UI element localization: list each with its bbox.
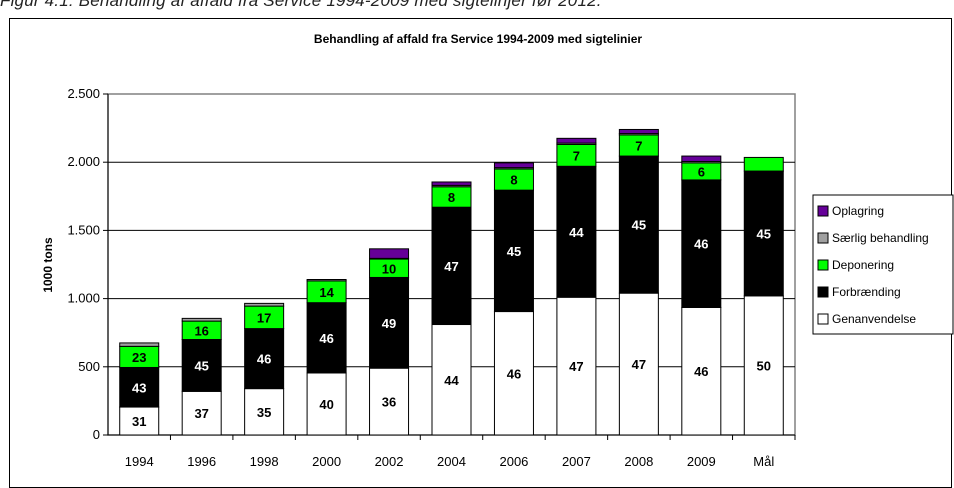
data-label: 46 — [257, 352, 271, 367]
data-label: 46 — [694, 237, 708, 252]
legend-label: Genanvendelse — [832, 312, 916, 326]
bar-oplagring — [493, 162, 534, 169]
y-tick-label: 1.500 — [67, 222, 100, 237]
data-label: 7 — [635, 138, 642, 153]
bar-forbr-nding — [556, 165, 597, 298]
legend: Oplagring Særlig behandling Deponering Forb… — [812, 194, 954, 335]
data-label: 43 — [132, 380, 146, 395]
x-tick-label: 2002 — [375, 454, 404, 469]
x-tick-label: 1996 — [187, 454, 216, 469]
data-label: 23 — [132, 350, 146, 365]
figure-caption: Figur 4.1: Behandling af affald fra Serv… — [0, 0, 602, 10]
legend-swatch — [817, 286, 829, 298]
data-label: 46 — [507, 366, 521, 381]
data-label: 50 — [757, 358, 771, 373]
data-label: 16 — [194, 323, 208, 338]
data-label: 6 — [698, 164, 705, 179]
bar-genanvendelse — [493, 311, 534, 436]
data-label: 46 — [694, 364, 708, 379]
bar-genanvendelse — [681, 306, 722, 436]
x-tick-label: 2004 — [437, 454, 466, 469]
data-label: 36 — [382, 395, 396, 410]
bar-deponering — [743, 156, 784, 172]
x-tick-label: 1998 — [250, 454, 279, 469]
data-label: 10 — [382, 261, 396, 276]
x-tick-label: 2008 — [624, 454, 653, 469]
data-label: 44 — [444, 373, 459, 388]
x-tick-label: 2007 — [562, 454, 591, 469]
data-label: 47 — [444, 259, 458, 274]
bar-forbr-nding — [743, 170, 784, 297]
data-label: 44 — [569, 225, 584, 240]
bar-s-rlig-behandling — [244, 302, 285, 307]
data-label: 37 — [194, 406, 208, 421]
legend-box — [812, 194, 954, 335]
bar-s-rlig-behandling — [181, 317, 222, 322]
bar-forbr-nding — [618, 155, 659, 294]
x-tick-label: 1994 — [125, 454, 154, 469]
bar-oplagring — [681, 155, 722, 163]
data-label: 46 — [319, 331, 333, 346]
chart-title: Behandling af affald fra Service 1994-20… — [314, 32, 642, 46]
data-label: 35 — [257, 405, 271, 420]
y-tick-label: 0 — [93, 427, 100, 442]
y-axis-label: 1000 tons — [41, 237, 55, 293]
data-label: 40 — [319, 397, 333, 412]
plot-area: 0 500 1.000 1.500 2.000 2.500 1994 31 43 23 1996 37… — [67, 86, 796, 469]
bar-genanvendelse — [244, 388, 285, 436]
x-tick-label: Mål — [753, 454, 774, 469]
bar-forbr-nding — [181, 339, 222, 392]
x-tick-label: 2009 — [687, 454, 716, 469]
bar-genanvendelse — [743, 295, 784, 436]
legend-label: Forbrænding — [832, 285, 901, 299]
bar-genanvendelse — [306, 372, 347, 436]
data-label: 8 — [448, 190, 455, 205]
x-tick-label: 2000 — [312, 454, 341, 469]
legend-swatch — [817, 259, 829, 271]
bar-oplagring — [431, 181, 472, 186]
bar-genanvendelse — [119, 406, 160, 436]
data-label: 45 — [194, 358, 208, 373]
bar-genanvendelse — [181, 390, 222, 436]
y-tick-label: 500 — [78, 359, 100, 374]
data-label: 47 — [632, 357, 646, 372]
legend-swatch — [817, 232, 829, 244]
data-label: 7 — [573, 148, 580, 163]
bar-forbr-nding — [244, 328, 285, 390]
data-label: 47 — [569, 359, 583, 374]
bar-genanvendelse — [369, 367, 410, 436]
data-label: 31 — [132, 414, 146, 429]
bar-forbr-nding — [681, 179, 722, 308]
legend-label: Oplagring — [832, 204, 884, 218]
y-tick-label: 1.000 — [67, 291, 100, 306]
bar-oplagring — [369, 248, 410, 259]
x-tick-label: 2006 — [499, 454, 528, 469]
data-label: 17 — [257, 310, 271, 325]
data-label: 45 — [507, 244, 521, 259]
bar-s-rlig-behandling — [306, 279, 347, 282]
bar-oplagring — [618, 128, 659, 135]
legend-swatch — [817, 205, 829, 217]
bar-genanvendelse — [431, 324, 472, 436]
bar-oplagring — [556, 137, 597, 144]
bar-forbr-nding — [431, 206, 472, 326]
data-label: 49 — [382, 316, 396, 331]
y-tick-label: 2.000 — [67, 154, 100, 169]
data-label: 14 — [319, 285, 334, 300]
y-tick-label: 2.500 — [67, 86, 100, 101]
bar-s-rlig-behandling — [119, 342, 160, 347]
data-label: 8 — [510, 173, 517, 188]
bar-forbr-nding — [369, 276, 410, 369]
legend-label: Deponering — [832, 258, 894, 272]
data-label: 45 — [757, 226, 771, 241]
legend-swatch — [817, 313, 829, 325]
legend-label: Særlig behandling — [832, 231, 929, 245]
data-label: 45 — [632, 218, 646, 233]
